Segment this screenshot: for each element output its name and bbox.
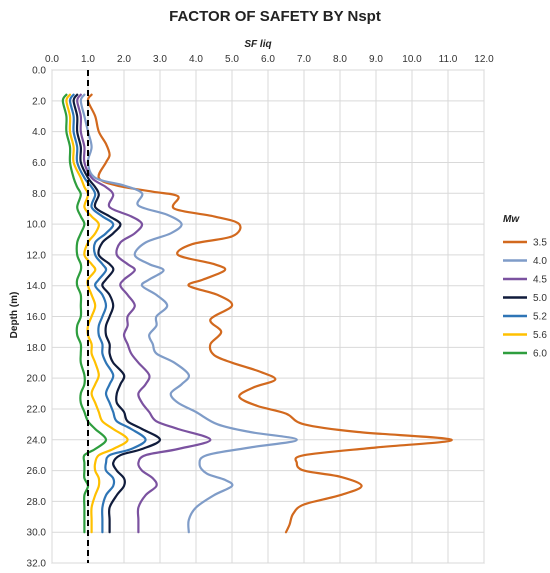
- series-line-mw-5-0: [72, 93, 162, 534]
- y-tick-label: 10.0: [27, 220, 47, 231]
- x-tick-label: 0.0: [45, 54, 59, 65]
- x-tick-label: 1.0: [81, 54, 95, 65]
- x-tick-label: 6.0: [261, 54, 275, 65]
- y-tick-label: 24.0: [27, 435, 47, 446]
- y-tick-label: 8.0: [32, 189, 46, 200]
- y-tick-label: 2.0: [32, 96, 46, 107]
- x-axis-title: SF liq: [244, 39, 271, 50]
- x-tick-label: 10.0: [402, 54, 422, 65]
- series-line-mw-3-5: [86, 93, 453, 534]
- x-tick-label: 7.0: [297, 54, 311, 65]
- y-tick-label: 14.0: [27, 281, 47, 292]
- y-tick-label: 6.0: [32, 158, 46, 169]
- legend-label: 4.5: [533, 275, 547, 286]
- legend-label: 5.6: [533, 330, 547, 341]
- y-tick-label: 22.0: [27, 404, 47, 415]
- series-line-mw-6-0: [61, 93, 108, 534]
- legend: Mw 3.5 4.0 4.5 5.0 5.2 5.6 6.0: [503, 214, 547, 360]
- x-tick-label: 2.0: [117, 54, 131, 65]
- y-tick-label: 0.0: [32, 66, 46, 77]
- y-tick-label: 18.0: [27, 343, 47, 354]
- x-tick-label: 8.0: [333, 54, 347, 65]
- legend-label: 4.0: [533, 256, 547, 267]
- y-tick-label: 4.0: [32, 127, 46, 138]
- axis-ticks: 0.0 1.0 2.0 3.0 4.0 5.0 6.0 7.0 8.0 9.0 10.0 11.0 12…: [27, 54, 495, 570]
- y-tick-label: 20.0: [27, 374, 47, 385]
- series-line-mw-4-5: [76, 93, 212, 534]
- x-tick-label: 9.0: [369, 54, 383, 65]
- series-line-mw-4-0: [79, 93, 298, 534]
- y-axis-title: Depth (m): [9, 292, 20, 339]
- legend-label: 5.0: [533, 293, 547, 304]
- y-tick-label: 12.0: [27, 250, 47, 261]
- series-line-mw-5-2: [68, 93, 147, 534]
- gridlines: [51, 69, 485, 564]
- y-tick-label: 30.0: [27, 528, 47, 539]
- legend-label: 3.5: [533, 238, 547, 249]
- y-tick-label: 32.0: [27, 559, 47, 570]
- x-tick-label: 5.0: [225, 54, 239, 65]
- legend-label: 5.2: [533, 312, 547, 323]
- y-tick-label: 28.0: [27, 497, 47, 508]
- legend-title: Mw: [503, 214, 520, 225]
- x-tick-label: 12.0: [474, 54, 494, 65]
- y-tick-label: 16.0: [27, 312, 47, 323]
- legend-label: 6.0: [533, 349, 547, 360]
- x-tick-label: 11.0: [439, 54, 458, 65]
- x-tick-label: 3.0: [153, 54, 167, 65]
- y-tick-label: 26.0: [27, 466, 47, 477]
- series-lines: [61, 93, 453, 534]
- x-tick-label: 4.0: [189, 54, 203, 65]
- chart-title: FACTOR OF SAFETY BY Nspt: [169, 8, 381, 25]
